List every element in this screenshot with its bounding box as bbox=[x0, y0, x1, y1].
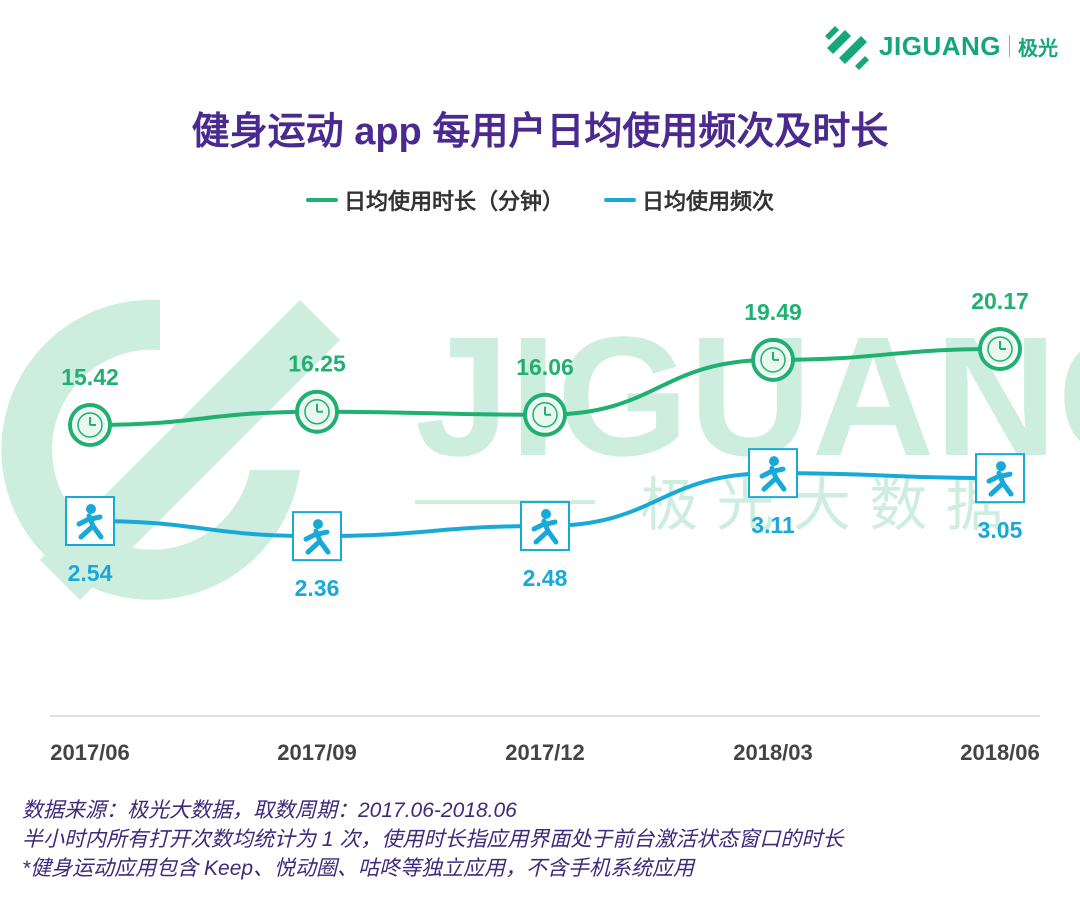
logo-divider bbox=[1009, 35, 1010, 57]
footnote-source: 数据来源：极光大数据，取数周期：2017.06-2018.06 bbox=[22, 799, 517, 822]
markers-frequency bbox=[65, 448, 1025, 562]
legend: 日均使用时长（分钟） 日均使用频次 bbox=[0, 184, 1080, 216]
data-label-frequency: 2.48 bbox=[523, 565, 568, 591]
clock-icon bbox=[295, 389, 339, 434]
watermark-chinese: 极 光 大 数 据 bbox=[640, 471, 1004, 539]
watermark-brand: JIGUANG bbox=[415, 302, 1080, 492]
runner-icon bbox=[748, 448, 798, 499]
data-label-duration: 15.42 bbox=[61, 364, 119, 390]
runner-icon bbox=[975, 453, 1025, 504]
legend-label-duration: 日均使用时长（分钟） bbox=[343, 189, 564, 214]
x-tick-labels: 2017/06 2017/09 2017/12 2018/03 2018/06 bbox=[50, 740, 1040, 765]
clock-icon bbox=[751, 337, 795, 382]
markers-duration bbox=[68, 327, 1022, 447]
x-tick-label: 2018/03 bbox=[733, 740, 813, 765]
data-label-duration: 19.49 bbox=[744, 299, 802, 325]
data-labels-duration: 15.42 16.25 16.06 19.49 20.17 bbox=[61, 288, 1029, 390]
footnote-definition: 半小时内所有打开次数均统计为 1 次，使用时长指应用界面处于前台激活状态窗口的时… bbox=[22, 828, 844, 851]
data-label-frequency: 3.11 bbox=[751, 512, 795, 538]
data-label-duration: 20.17 bbox=[971, 288, 1029, 314]
watermark: JIGUANG 极 光 大 数 据 bbox=[1, 299, 1080, 600]
footnote-scope: *健身运动应用包含 Keep、悦动圈、咕咚等独立应用，不含手机系统应用 bbox=[22, 857, 695, 880]
x-tick-label: 2017/12 bbox=[505, 740, 585, 765]
legend-label-frequency: 日均使用频次 bbox=[642, 189, 775, 214]
data-label-duration: 16.06 bbox=[516, 354, 574, 380]
logo-chinese-text: 极光 bbox=[1018, 37, 1058, 60]
footnotes: 数据来源：极光大数据，取数周期：2017.06-2018.06 半小时内所有打开… bbox=[22, 796, 843, 883]
data-label-frequency: 2.54 bbox=[68, 560, 113, 586]
jiguang-logo-icon bbox=[825, 26, 870, 70]
legend-item-duration: 日均使用时长（分钟） bbox=[305, 184, 564, 216]
legend-item-frequency: 日均使用频次 bbox=[604, 184, 774, 216]
x-tick-label: 2017/09 bbox=[277, 740, 357, 765]
data-labels-frequency: 2.54 2.36 2.48 3.11 3.05 bbox=[68, 512, 1023, 601]
watermark-rule bbox=[415, 500, 595, 504]
runner-icon bbox=[65, 496, 115, 546]
x-tick-label: 2018/06 bbox=[960, 740, 1040, 765]
data-label-duration: 16.25 bbox=[288, 351, 346, 377]
legend-swatch-duration bbox=[305, 198, 338, 202]
runner-icon bbox=[292, 511, 342, 562]
chart-title: 健身运动 app 每用户日均使用频次及时长 bbox=[191, 111, 889, 153]
data-label-frequency: 3.05 bbox=[978, 517, 1023, 543]
clock-icon bbox=[978, 327, 1022, 371]
logo: JIGUANG 极光 bbox=[821, 22, 1058, 70]
logo-brand-text: JIGUANG bbox=[879, 30, 1001, 61]
legend-swatch-frequency bbox=[604, 198, 636, 202]
runner-icon bbox=[520, 501, 570, 552]
clock-icon bbox=[68, 403, 112, 447]
x-tick-label: 2017/06 bbox=[50, 740, 130, 765]
clock-icon bbox=[523, 392, 567, 437]
data-label-frequency: 2.36 bbox=[295, 575, 340, 601]
